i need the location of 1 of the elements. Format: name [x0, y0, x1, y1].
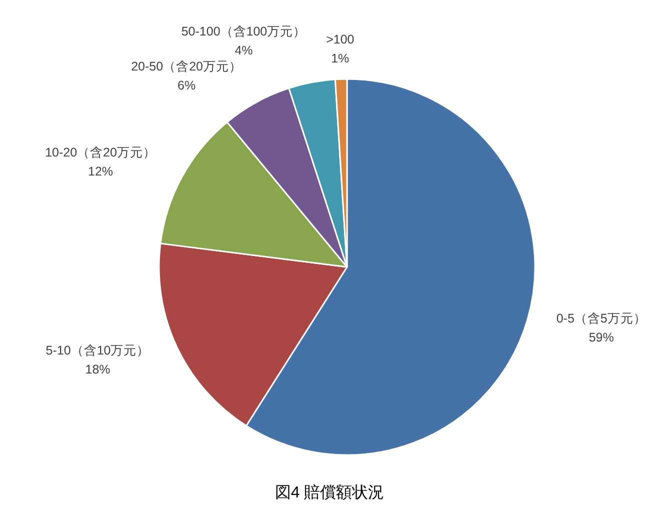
title: 図4 賠償額状況	[274, 484, 384, 502]
